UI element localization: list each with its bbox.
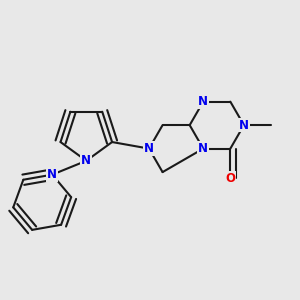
Text: N: N — [47, 168, 57, 181]
Text: N: N — [198, 95, 208, 108]
Text: N: N — [144, 142, 154, 155]
Text: N: N — [81, 154, 91, 167]
Text: N: N — [198, 142, 208, 155]
Text: O: O — [225, 172, 235, 185]
Text: N: N — [239, 118, 249, 132]
